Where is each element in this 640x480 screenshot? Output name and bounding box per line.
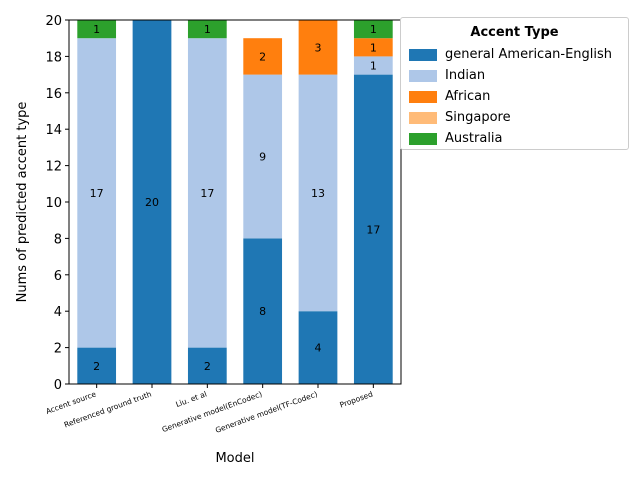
bar-value-label: 1 [370, 23, 377, 36]
bar-layer [77, 20, 393, 384]
y-tick-label: 0 [54, 378, 62, 393]
bar-segment [353, 20, 393, 39]
x-tick-label: Generative model(EnCodec) [161, 389, 264, 434]
bar-segment [77, 38, 117, 348]
legend-item-indian: Indian [409, 65, 620, 86]
bar-segment [353, 38, 393, 57]
x-tick-label: Proposed [338, 389, 374, 409]
legend-label: Indian [445, 68, 486, 83]
y-tick-label: 8 [54, 232, 62, 247]
y-tick-label: 16 [45, 87, 62, 102]
legend: Accent Type general American-English Ind… [400, 17, 629, 150]
legend-swatch [409, 90, 437, 103]
legend-label: Singapore [445, 110, 511, 125]
legend-swatch [409, 48, 437, 61]
bar-value-label: 17 [366, 223, 380, 236]
data-label-layer: 2 17 1 20 2 17 1 8 9 2 4 13 3 17 1 1 1 [90, 23, 381, 373]
legend-item-australia: Australia [409, 128, 620, 149]
bar-segment [187, 38, 227, 348]
bar-value-label: 17 [90, 187, 104, 200]
legend-title: Accent Type [470, 25, 559, 40]
y-tick-label: 12 [45, 160, 62, 175]
legend-swatch [409, 111, 437, 124]
bar-value-label: 1 [370, 60, 377, 73]
bar-value-label: 2 [93, 360, 100, 373]
y-tick-label: 4 [54, 305, 62, 320]
bar-value-label: 9 [259, 151, 266, 164]
bar-segment [187, 20, 227, 39]
bar-value-label: 1 [370, 41, 377, 54]
bar-segment [132, 20, 172, 384]
bar-segment [243, 38, 283, 75]
y-tick-label: 14 [45, 123, 62, 138]
y-tick-label: 20 [45, 14, 62, 29]
bar-value-label: 3 [315, 41, 322, 54]
legend-swatch [409, 69, 437, 82]
bar-segment [298, 74, 338, 312]
x-axis-label: Model [215, 451, 254, 466]
bar-value-label: 20 [145, 196, 159, 209]
bar-value-label: 4 [315, 342, 322, 355]
bar-value-label: 2 [204, 360, 211, 373]
y-tick-label: 10 [45, 196, 62, 211]
bar-value-label: 2 [259, 50, 266, 63]
x-tick-label: Liu. et al [174, 389, 208, 409]
bar-value-label: 17 [200, 187, 214, 200]
legend-label: African [445, 89, 491, 104]
legend-item-general-american-english: general American-English [409, 44, 620, 65]
bar-value-label: 8 [259, 305, 266, 318]
legend-label: Australia [445, 131, 503, 146]
bar-value-label: 1 [204, 23, 211, 36]
bar-segment [77, 347, 117, 384]
y-tick-label: 6 [54, 269, 62, 284]
bar-segment [243, 238, 283, 384]
legend-swatch [409, 132, 437, 145]
y-tick-label: 2 [54, 342, 62, 357]
bar-segment [77, 20, 117, 39]
bar-segment [298, 311, 338, 384]
legend-item-singapore: Singapore [409, 107, 620, 128]
y-axis-label: Nums of predicted accent type [15, 102, 30, 303]
bar-segment [298, 20, 338, 75]
bar-value-label: 1 [93, 23, 100, 36]
bar-segment [187, 347, 227, 384]
legend-label: general American-English [445, 47, 613, 62]
plot-frame [68, 19, 402, 385]
bar-value-label: 13 [311, 187, 325, 200]
legend-item-african: African [409, 86, 620, 107]
bar-segment [353, 74, 393, 384]
y-tick-label: 18 [45, 50, 62, 65]
bar-segment [353, 56, 393, 75]
y-axis: 0 2 4 6 8 10 12 14 16 18 20 [45, 14, 69, 393]
bar-segment [243, 74, 283, 239]
x-tick-label: Generative model(TF-Codec) [214, 389, 319, 434]
